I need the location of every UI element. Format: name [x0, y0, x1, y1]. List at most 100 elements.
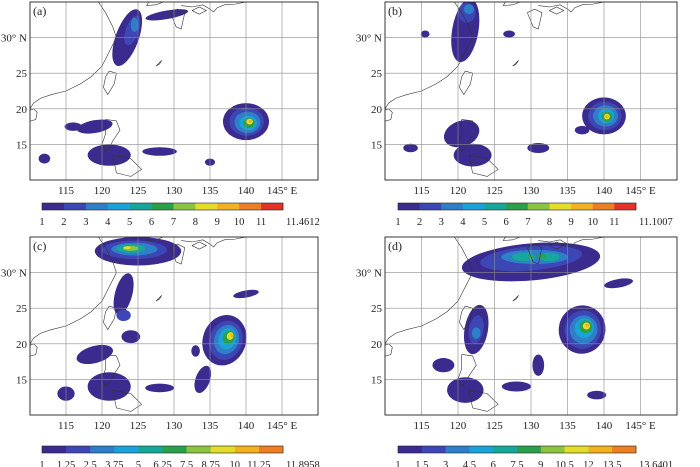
x-tick-label: 130: [523, 185, 540, 197]
colorbar-swatch: [527, 203, 550, 210]
rain-contour: [76, 344, 114, 365]
coastline: [112, 389, 143, 412]
coastline: [512, 295, 519, 302]
colorbar-label: 10: [234, 217, 245, 228]
colorbar-frame: [41, 445, 284, 454]
colorbar-label: 7.5: [180, 460, 193, 467]
coastline: [502, 2, 521, 6]
rain-contour: [432, 358, 455, 373]
colorbar-label: 2: [61, 217, 66, 228]
x-tick-label: 130: [166, 185, 183, 197]
rain-contour: [403, 143, 418, 153]
colorbar-frame: [41, 202, 284, 211]
colorbar-swatch: [114, 446, 139, 453]
coastline: [468, 154, 499, 177]
coastline: [101, 119, 121, 153]
rain-contour: [587, 390, 607, 400]
rain-contour: [463, 4, 475, 15]
coastline: [30, 343, 38, 357]
colorbar-swatch: [42, 203, 65, 210]
colorbar-swatch: [549, 203, 572, 210]
rain-contour: [77, 119, 113, 134]
colorbar-label: 9: [215, 217, 220, 228]
colorbar-swatch: [493, 446, 518, 453]
colorbar-swatch: [592, 203, 615, 210]
coastline: [385, 2, 473, 109]
colorbar-label: 7.5: [510, 460, 523, 467]
x-tick-label: 130: [523, 420, 540, 432]
y-tick-label: 30° N: [356, 33, 382, 45]
rain-contour: [605, 115, 609, 119]
colorbar-label: 6: [149, 217, 154, 228]
coastline: [191, 241, 208, 250]
colorbar-label: 5: [127, 217, 132, 228]
colorbar-swatch: [129, 203, 152, 210]
colorbar-label: 4.5: [463, 460, 476, 467]
colorbar-swatch: [85, 203, 109, 210]
map-area: [385, 237, 633, 412]
y-tick-label: 20: [16, 104, 28, 116]
colorbar-swatch: [588, 446, 613, 453]
colorbar-label: 4: [105, 217, 111, 228]
coastline: [549, 6, 565, 15]
y-tick-label: 25: [16, 68, 28, 80]
rain-contour: [420, 30, 430, 38]
y-tick-label: 25: [371, 68, 383, 80]
x-tick-label: 135: [202, 420, 219, 432]
x-tick-label: 115: [413, 185, 430, 197]
colorbar-swatch: [612, 446, 637, 453]
coastline: [549, 241, 565, 250]
colorbar-swatch: [484, 203, 507, 210]
x-tick-label: 120: [94, 185, 111, 197]
rain-contour: [501, 381, 531, 392]
colorbar-swatch: [239, 203, 262, 210]
colorbar-label: 11: [609, 217, 619, 228]
colorbar-label: 4: [460, 217, 466, 228]
colorbar-label: 3: [83, 217, 88, 228]
x-tick-label: 125: [130, 185, 147, 197]
colorbar-label: 13.5: [603, 460, 621, 467]
plot-frame: [29, 236, 319, 416]
colorbar-label: 5: [136, 460, 141, 467]
colorbar-label: 11.8958: [286, 460, 320, 467]
x-tick-label: 140: [238, 420, 255, 432]
x-tick-label: 125: [486, 185, 503, 197]
y-tick-label: 30° N: [356, 268, 382, 280]
plot-frame: [29, 1, 319, 181]
colorbar-label: 3: [439, 217, 444, 228]
x-tick-label: 145° E: [625, 420, 656, 432]
y-tick-label: 25: [371, 303, 383, 315]
colorbar-label: 11.1007: [639, 217, 673, 228]
y-tick-label: 30° N: [1, 33, 27, 45]
colorbar-label: 8.75: [202, 460, 220, 467]
coastline: [181, 2, 247, 13]
rain-contour: [87, 372, 131, 401]
x-tick-label: 135: [559, 185, 576, 197]
colorbar-swatch: [614, 203, 637, 210]
colorbar-swatch: [195, 203, 218, 210]
colorbar-label: 1: [395, 217, 400, 228]
colorbar-swatch: [210, 446, 236, 453]
colorbar: 1 1.5 3 4.5 6 7.5 9 10.5 12 13.5 13.6401: [395, 445, 673, 467]
colorbar: 1 1.25 2.5 3.75 5 6.25 7.5 8.75 10 11.25 11.8958: [39, 445, 320, 467]
coastline: [457, 354, 477, 388]
rain-contour: [537, 254, 547, 259]
x-tick-label: 140: [596, 420, 613, 432]
colorbar-swatch: [42, 446, 67, 453]
rain-contour: [191, 345, 200, 357]
colorbar-label: 1.5: [415, 460, 428, 467]
y-tick-label: 15: [371, 374, 383, 386]
colorbar-label: 8: [547, 217, 552, 228]
rain-contour: [64, 122, 82, 131]
colorbar-label: 1: [395, 460, 400, 467]
y-tick-label: 20: [16, 339, 28, 351]
rain-contour: [123, 246, 131, 250]
coastline: [101, 354, 121, 388]
colorbar-swatch: [398, 446, 423, 453]
colorbar-swatch: [138, 446, 163, 453]
rain-contour: [38, 153, 51, 164]
colorbar: 1 2 3 4 5 6 7 8 9 10 11 11.4612: [39, 202, 320, 228]
y-tick-label: 20: [371, 339, 383, 351]
rain-contour: [113, 273, 134, 315]
x-tick-label: 135: [202, 185, 219, 197]
